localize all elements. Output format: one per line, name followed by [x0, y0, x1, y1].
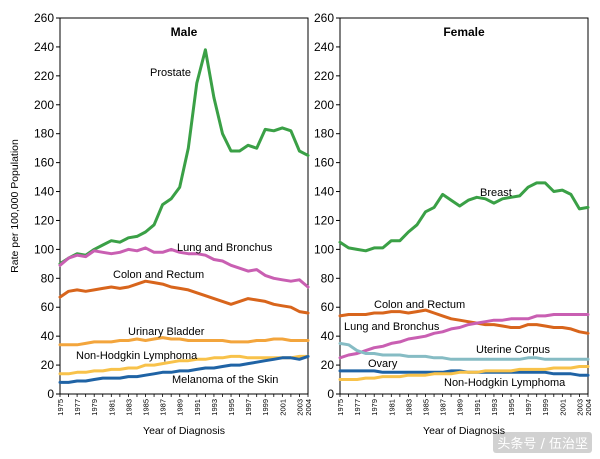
y-tick-label: 260 [314, 11, 334, 25]
x-tick-label: 1995 [227, 399, 236, 416]
x-tick-label: 2004 [304, 399, 313, 416]
series-line-lung-and-bronchus [338, 313, 590, 360]
y-tick-label: 60 [41, 300, 55, 314]
y-tick-label: 120 [34, 213, 54, 227]
series-line-melanoma-of-the-skin [58, 354, 310, 384]
x-tick-label: 1983 [404, 399, 413, 416]
y-tick-label: 100 [34, 242, 54, 256]
y-tick-label: 200 [34, 98, 54, 112]
y-tick-label: 40 [41, 329, 55, 343]
series-label-colon-and-rectum: Colon and Rectum [374, 299, 465, 311]
y-tick-label: 260 [34, 11, 54, 25]
y-tick-label: 120 [314, 213, 334, 227]
x-tick-label: 1999 [261, 399, 270, 416]
series-label-urinary-bladder: Urinary Bladder [128, 326, 205, 338]
series-label-uterine-corpus: Uterine Corpus [476, 344, 550, 356]
x-tick-label: 1985 [422, 399, 431, 416]
x-tick-label: 1989 [456, 399, 465, 416]
x-tick-label: 1989 [176, 399, 185, 416]
plot-frame [59, 17, 309, 395]
panel-title: Female [443, 25, 485, 39]
x-tick-label: 1991 [193, 399, 202, 416]
y-tick-label: 240 [34, 40, 54, 54]
series-line-non-hodgkin-lymphoma [338, 365, 590, 381]
y-tick-label: 40 [321, 329, 335, 343]
y-tick-label: 240 [314, 40, 334, 54]
y-tick-label: 180 [34, 127, 54, 141]
series-line-lung-and-bronchus [58, 246, 310, 289]
series-label-colon-and-rectum: Colon and Rectum [113, 269, 204, 281]
series-line-uterine-corpus [338, 341, 590, 361]
y-tick-label: 100 [314, 242, 334, 256]
series-line-non-hodgkin-lymphoma [58, 354, 310, 376]
series-label-non-hodgkin-lymphoma: Non-Hodgkin Lymphoma [76, 350, 198, 362]
y-tick-label: 200 [314, 98, 334, 112]
y-tick-label: 80 [321, 271, 335, 285]
x-tick-label: 2003 [295, 399, 304, 416]
x-tick-label: 2001 [558, 399, 567, 416]
series-line-urinary-bladder [58, 336, 310, 347]
watermark: 头条号 / 伍治坚 [493, 432, 592, 453]
series-label-prostate: Prostate [150, 67, 191, 79]
series-line-prostate [58, 48, 310, 266]
y-tick-label: 140 [314, 185, 334, 199]
y-tick-label: 60 [321, 300, 335, 314]
series-label-lung-and-bronchus: Lung and Bronchus [344, 321, 440, 333]
panel-male: 0 20 40 60 80 100 120 140 160 180 200 220 240 260 1975… [34, 11, 313, 437]
series-label-breast: Breast [480, 187, 512, 199]
x-axis-label: Year of Diagnosis [143, 425, 225, 437]
y-tick-label: 0 [327, 387, 334, 401]
y-tick-label: 180 [314, 127, 334, 141]
y-tick-label: 220 [34, 69, 54, 83]
series-label-ovary: Ovary [368, 358, 398, 370]
x-tick-label: 1977 [353, 399, 362, 416]
y-tick-label: 80 [41, 271, 55, 285]
x-tick-label: 1993 [210, 399, 219, 416]
x-tick-label: 2004 [584, 399, 593, 416]
x-tick-label: 1997 [524, 399, 533, 416]
series-line-breast [338, 181, 590, 253]
y-tick-label: 20 [41, 358, 55, 372]
x-tick-label: 1995 [507, 399, 516, 416]
x-tick-label: 1983 [124, 399, 133, 416]
x-tick-label: 1985 [142, 399, 151, 416]
y-tick-label: 220 [314, 69, 334, 83]
x-tick-label: 1987 [439, 399, 448, 416]
x-tick-label: 1997 [244, 399, 253, 416]
x-tick-label: 1975 [336, 399, 345, 416]
x-tick-label: 1979 [370, 399, 379, 416]
x-tick-label: 1999 [541, 399, 550, 416]
series-label-lung-and-bronchus: Lung and Bronchus [177, 242, 273, 254]
y-tick-label: 20 [321, 358, 335, 372]
x-tick-label: 2003 [575, 399, 584, 416]
x-tick-label: 1987 [159, 399, 168, 416]
series-line-colon-and-rectum [58, 279, 310, 315]
series-label-non-hodgkin-lymphoma: Non-Hodgkin Lymphoma [444, 377, 566, 389]
y-axis-label: Rate per 100,000 Population [9, 139, 21, 273]
y-tick-label: 140 [34, 185, 54, 199]
x-tick-label: 1981 [107, 399, 116, 416]
x-tick-label: 1981 [387, 399, 396, 416]
x-tick-label: 1977 [73, 399, 82, 416]
x-tick-label: 1979 [90, 399, 99, 416]
x-tick-label: 1991 [473, 399, 482, 416]
x-axis-label: Year of Diagnosis [423, 425, 505, 437]
x-tick-label: 2001 [278, 399, 287, 416]
panel-female: 0 20 40 60 80 100 120 140 160 180 200 220 240 260 1975… [314, 11, 593, 437]
y-tick-label: 160 [34, 156, 54, 170]
y-tick-label: 160 [314, 156, 334, 170]
y-tick-label: 0 [47, 387, 54, 401]
panel-title: Male [171, 25, 198, 39]
series-line-colon-and-rectum [338, 308, 590, 335]
x-tick-label: 1975 [56, 399, 65, 416]
x-tick-label: 1993 [490, 399, 499, 416]
plot-frame [339, 17, 589, 395]
series-label-melanoma-of-the-skin: Melanoma of the Skin [172, 374, 278, 386]
